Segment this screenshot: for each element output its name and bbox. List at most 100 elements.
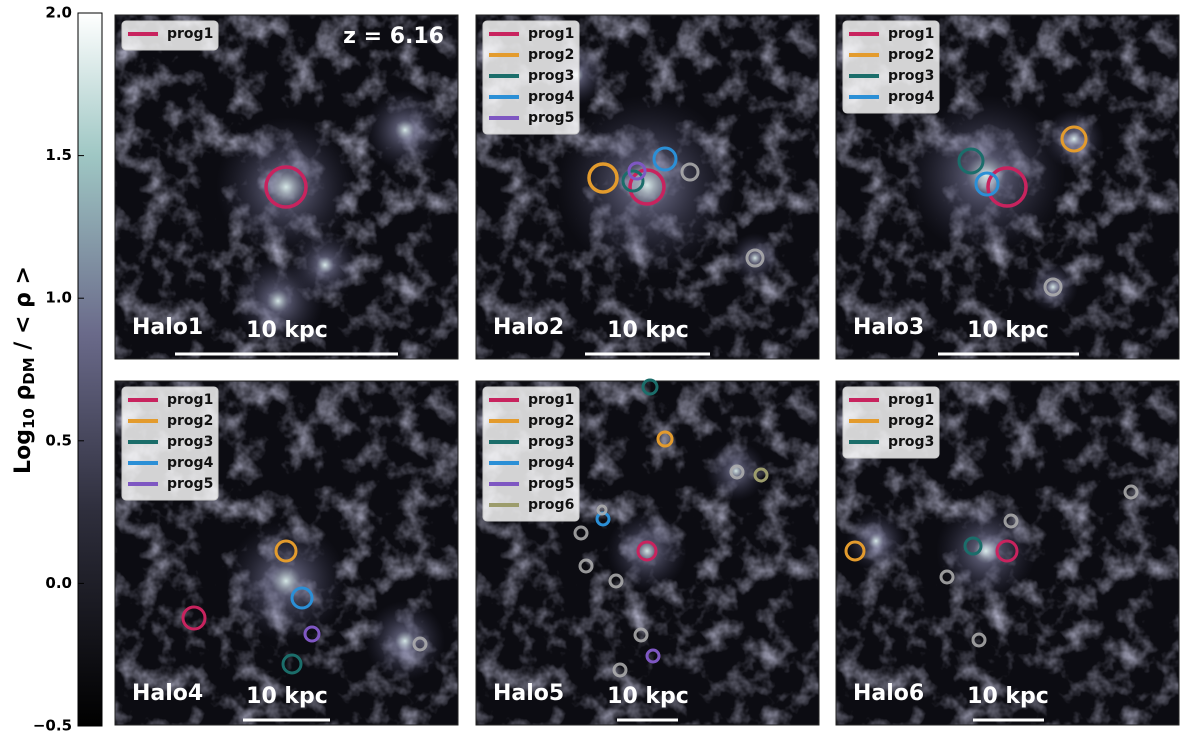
density-peak [730,233,780,283]
legend-label: prog5 [528,110,574,126]
halo-label: Halo1 [132,315,203,340]
panel-frame [114,14,459,360]
legend-label: prog2 [528,47,574,63]
legend-label: prog3 [528,68,574,84]
halo-label: Halo2 [493,315,564,340]
progenitor-marker [627,161,647,181]
progenitor-marker [633,627,649,643]
panel: prog1 prog2 prog3 prog4 prog5 prog6 Halo5 10 kp… [475,378,820,726]
density-peak [607,511,687,591]
redshift-annotation: z = 6.16 [343,24,444,49]
colorbar-label-part: DM [20,357,38,384]
halo-label: Halo6 [853,681,924,706]
density-peak [1044,109,1104,169]
progenitor-marker [608,573,624,589]
legend-label: prog1 [167,26,213,42]
progenitor-marker [587,162,619,194]
scale-label: 10 kpc [246,684,328,709]
progenitor-marker [264,165,308,209]
progenitor-marker [753,467,769,483]
progenitor-marker [181,605,207,631]
progenitor-marker [1043,277,1063,297]
progenitor-marker [290,586,314,610]
panel-frame [475,14,820,360]
density-peak [936,501,1036,601]
colorbar-label-part: 10 [20,408,38,429]
legend-label: prog1 [888,26,934,42]
density-peak [365,601,445,681]
colorbar-label-part: Log [11,429,36,474]
colorbar [77,12,103,727]
legend-label: prog3 [888,68,934,84]
panel: prog1 prog2 prog3 prog4 Halo3 10 kpc [835,14,1180,360]
colorbar-label: Log10 ρDM / < ρ > [11,266,38,474]
legend-label: prog3 [528,434,574,450]
progenitor-marker [971,632,987,648]
progenitor-marker [1003,513,1019,529]
progenitor-marker [729,464,745,480]
progenitor-marker [986,166,1028,208]
density-peak [906,95,1066,255]
progenitor-marker [1060,125,1088,153]
scale-label: 10 kpc [607,318,689,343]
progenitor-marker [1123,484,1139,500]
progenitor-marker [957,147,985,175]
halo-label: Halo5 [493,681,564,706]
density-peak [365,90,445,170]
panel-frame [114,380,459,726]
panel: prog1 prog2 prog3 prog4 prog5 Halo2 10 kpc [475,14,820,360]
legend-label: prog2 [528,413,574,429]
panel-frame [835,14,1180,360]
legend-box [121,20,219,51]
legend-label: prog1 [167,392,213,408]
colorbar-label-part: / < ρ > [11,266,36,357]
legend-label: prog3 [888,434,934,450]
progenitor-marker [645,648,661,664]
colorbar-label-part: ρ [11,385,36,408]
progenitor-marker [641,378,659,396]
legend-label: prog2 [888,413,934,429]
progenitor-marker [995,539,1019,563]
progenitor-marker [596,504,608,516]
density-peak [557,95,737,275]
progenitor-marker [274,539,298,563]
legend-label: prog1 [888,392,934,408]
panel: prog1 Halo1 10 kpc z = 6.16 [114,14,459,360]
legend-label: prog4 [888,89,935,105]
legend-box [482,20,580,135]
progenitor-marker [745,248,765,268]
legend-label: prog6 [528,497,574,513]
progenitor-marker [963,536,983,556]
density-peak [216,117,356,257]
legend-label: prog4 [528,455,575,471]
progenitor-marker [412,636,428,652]
legend-label: prog2 [167,413,213,429]
panel: prog1 prog2 prog3 prog4 prog5 Halo4 10 kpc [114,380,459,726]
scale-label: 10 kpc [246,318,328,343]
panel-frame [835,380,1180,726]
progenitor-marker [281,653,303,675]
progenitor-marker [636,540,658,562]
progenitor-marker [573,525,589,541]
progenitor-marker [974,171,1000,197]
panel: prog1 prog2 prog3 Halo6 10 kpc [835,380,1180,726]
scale-label: 10 kpc [967,684,1049,709]
legend-label: prog5 [167,476,213,492]
density-peak [226,521,346,641]
legend-box [842,20,940,114]
progenitor-marker [303,625,321,643]
colorbar-tick-label: 2.0 [45,4,72,22]
colorbar-tick-label: 1.0 [45,289,72,307]
legend-box [121,386,219,501]
progenitor-marker [680,162,700,182]
density-peak [706,441,766,501]
progenitor-marker [628,168,666,206]
legend-label: prog1 [528,392,574,408]
progenitor-marker [621,169,645,193]
density-peak [1028,262,1078,312]
progenitor-marker [656,430,674,448]
progenitor-marker [939,569,955,585]
progenitor-marker [844,540,866,562]
